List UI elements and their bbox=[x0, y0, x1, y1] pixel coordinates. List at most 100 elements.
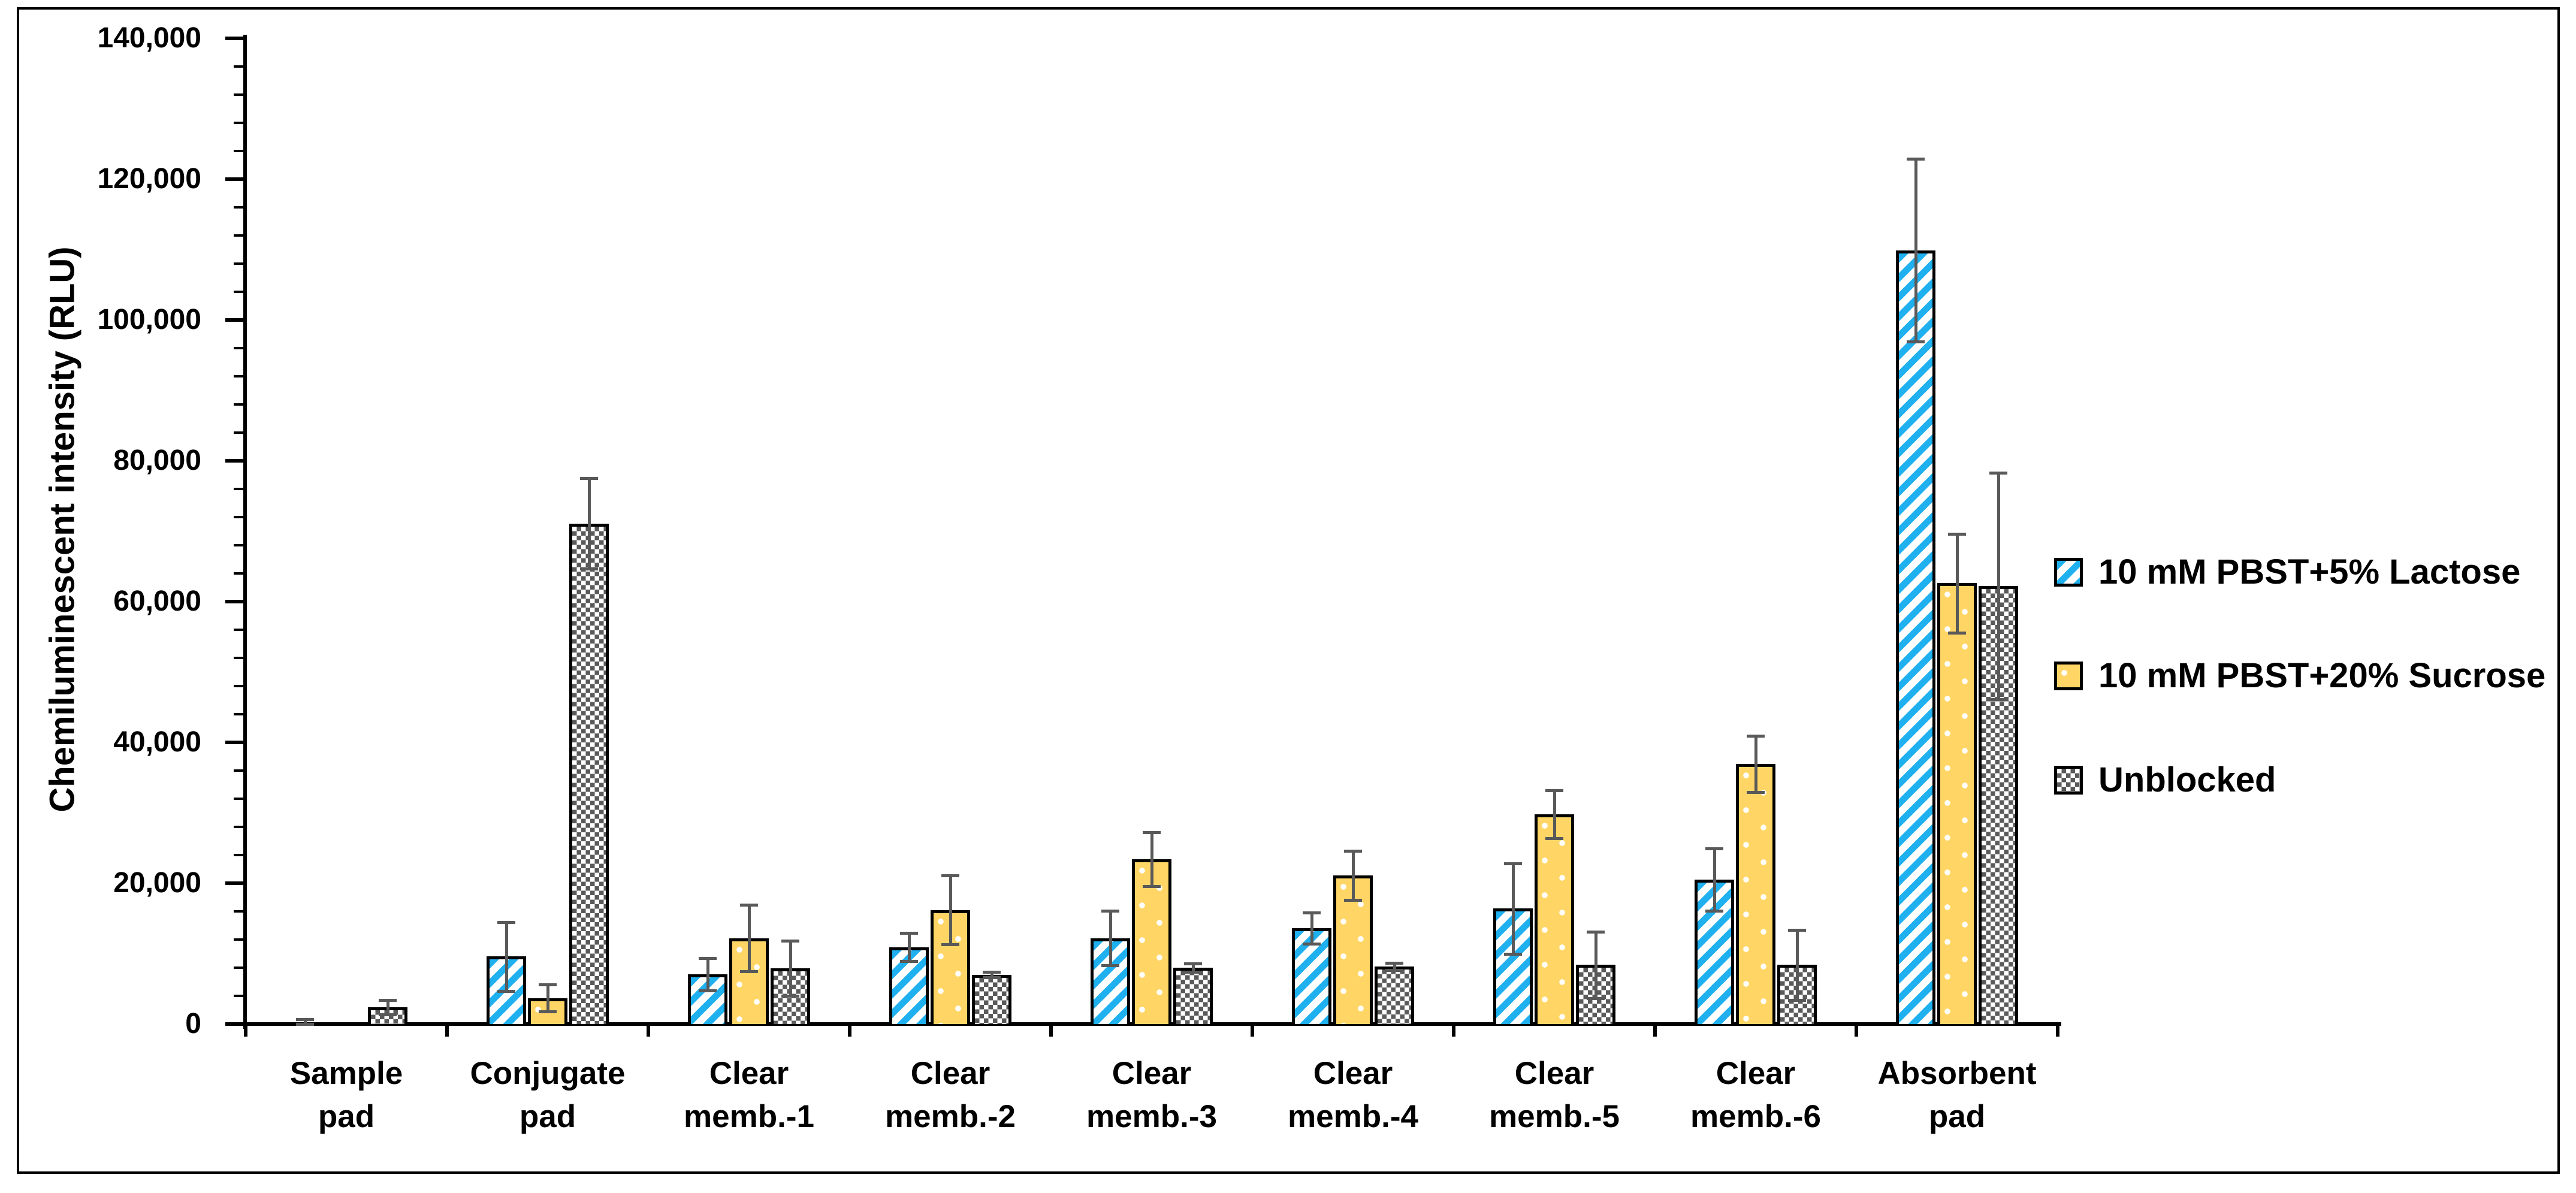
y-minor-tick bbox=[234, 995, 243, 997]
bar-2-4 bbox=[931, 910, 970, 1024]
error-bar-line bbox=[505, 922, 508, 991]
x-category-label: Clear memb.-6 bbox=[1690, 1056, 1821, 1134]
bar-2-5 bbox=[1132, 859, 1171, 1024]
error-bar-cap-bottom bbox=[1184, 971, 1202, 974]
error-bar-cap-top bbox=[699, 956, 717, 960]
x-category-label: Clear memb.-5 bbox=[1489, 1056, 1620, 1134]
error-bar-cap-top bbox=[781, 940, 799, 943]
y-major-tick bbox=[225, 177, 243, 181]
y-minor-tick bbox=[234, 544, 243, 546]
error-bar-cap-top bbox=[1545, 789, 1563, 792]
error-bar-cap-top bbox=[1344, 849, 1362, 853]
x-tick bbox=[445, 1026, 449, 1037]
bar-3-4 bbox=[972, 975, 1011, 1024]
error-bar-cap-top bbox=[497, 920, 515, 924]
y-tick-label: 80,000 bbox=[113, 445, 201, 476]
error-bar-cap-bottom bbox=[379, 1013, 397, 1016]
x-tick bbox=[1251, 1026, 1254, 1037]
y-minor-tick bbox=[234, 769, 243, 772]
error-bar-line bbox=[1109, 910, 1112, 966]
error-bar-cap-top bbox=[1184, 962, 1202, 965]
error-bar-cap-bottom bbox=[1101, 964, 1119, 968]
error-bar-cap-top bbox=[1504, 862, 1522, 866]
error-bar-line bbox=[907, 933, 911, 962]
figure-border bbox=[17, 7, 2560, 1174]
y-major-tick bbox=[225, 318, 243, 322]
y-minor-tick bbox=[234, 234, 243, 237]
bar-2-8 bbox=[1736, 764, 1775, 1024]
legend-swatch-2 bbox=[2054, 662, 2083, 690]
y-minor-tick bbox=[234, 910, 243, 913]
y-major-tick bbox=[225, 881, 243, 885]
y-axis-line bbox=[243, 35, 247, 1029]
error-bar-line bbox=[789, 941, 792, 996]
error-bar-cap-bottom bbox=[740, 969, 758, 973]
x-tick bbox=[244, 1026, 247, 1037]
error-bar-cap-bottom bbox=[1143, 884, 1161, 888]
x-tick bbox=[1653, 1026, 1657, 1037]
error-bar-cap-bottom bbox=[296, 1023, 314, 1026]
error-bar-cap-bottom bbox=[1989, 698, 2007, 702]
y-minor-tick bbox=[234, 122, 243, 124]
error-bar-line bbox=[1997, 472, 2000, 700]
x-tick bbox=[1855, 1026, 1858, 1037]
error-bar-line bbox=[303, 1019, 307, 1024]
error-bar-cap-top bbox=[539, 983, 557, 987]
error-bar-cap-top bbox=[1101, 909, 1119, 913]
error-bar-cap-bottom bbox=[699, 989, 717, 992]
error-bar-line bbox=[546, 984, 549, 1011]
y-tick-label: 120,000 bbox=[97, 163, 201, 195]
error-bar-cap-bottom bbox=[580, 567, 598, 570]
y-minor-tick bbox=[234, 798, 243, 800]
error-bar-cap-top bbox=[296, 1017, 314, 1021]
error-bar-cap-bottom bbox=[1303, 943, 1321, 946]
y-major-tick bbox=[225, 600, 243, 603]
error-bar-line bbox=[1351, 850, 1355, 901]
x-category-label: Clear memb.-2 bbox=[885, 1056, 1016, 1134]
error-bar-line bbox=[1795, 929, 1799, 1001]
y-minor-tick bbox=[234, 572, 243, 575]
error-bar-line bbox=[990, 972, 993, 978]
error-bar-cap-bottom bbox=[1545, 836, 1563, 840]
y-minor-tick bbox=[234, 685, 243, 687]
error-bar-cap-bottom bbox=[1344, 899, 1362, 902]
y-minor-tick bbox=[234, 967, 243, 969]
y-minor-tick bbox=[234, 93, 243, 96]
error-bar-cap-bottom bbox=[1788, 999, 1806, 1002]
error-bar-line bbox=[1310, 913, 1313, 944]
error-bar-cap-bottom bbox=[1504, 952, 1522, 956]
y-major-tick bbox=[225, 1022, 243, 1026]
x-tick bbox=[647, 1026, 650, 1037]
y-tick-label: 0 bbox=[185, 1008, 201, 1040]
y-minor-tick bbox=[234, 629, 243, 631]
error-bar-cap-top bbox=[1907, 157, 1925, 161]
error-bar-cap-top bbox=[1747, 735, 1765, 738]
error-bar-cap-top bbox=[1143, 831, 1161, 835]
y-minor-tick bbox=[234, 713, 243, 715]
error-bar-cap-bottom bbox=[900, 960, 918, 964]
error-bar-line bbox=[1150, 832, 1153, 886]
error-bar-cap-bottom bbox=[781, 995, 799, 998]
error-bar-cap-bottom bbox=[539, 1010, 557, 1013]
error-bar-cap-top bbox=[1948, 533, 1966, 536]
x-tick bbox=[1049, 1026, 1053, 1037]
x-category-label: Conjugate pad bbox=[470, 1056, 626, 1134]
error-bar-cap-top bbox=[900, 932, 918, 935]
error-bar-line bbox=[706, 958, 709, 990]
y-minor-tick bbox=[234, 488, 243, 490]
x-tick bbox=[1452, 1026, 1455, 1037]
error-bar-cap-top bbox=[1587, 931, 1605, 934]
error-bar-line bbox=[1511, 863, 1515, 954]
bar-3-2 bbox=[569, 524, 609, 1024]
x-tick bbox=[2056, 1026, 2059, 1037]
error-bar-cap-bottom bbox=[941, 943, 959, 947]
error-bar-line bbox=[587, 478, 591, 569]
bar-2-7 bbox=[1535, 814, 1574, 1024]
error-bar-cap-bottom bbox=[1705, 909, 1723, 913]
x-category-label: Sample pad bbox=[289, 1056, 403, 1134]
y-minor-tick bbox=[234, 262, 243, 265]
bar-3-5 bbox=[1173, 968, 1213, 1024]
error-bar-line bbox=[1914, 158, 1917, 342]
x-axis-line bbox=[243, 1022, 2061, 1026]
